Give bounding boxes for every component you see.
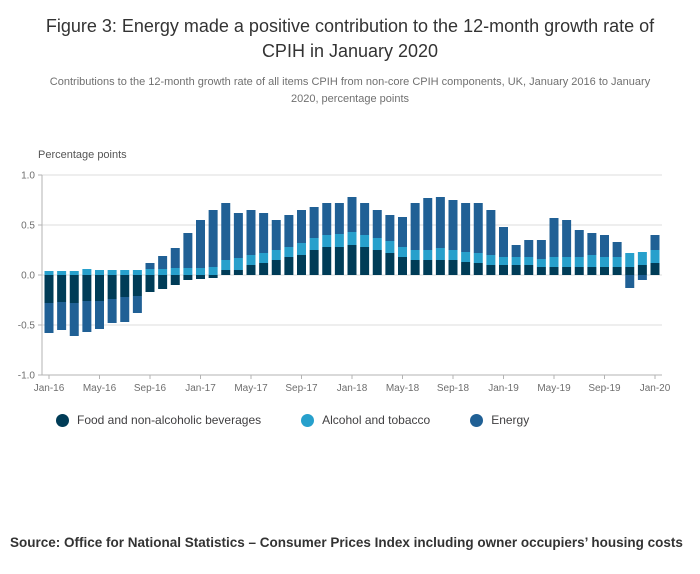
svg-text:-1.0: -1.0 [18, 371, 36, 382]
source-note: Source: Office for National Statistics –… [10, 535, 683, 551]
figure-subtitle: Contributions to the 12-month growth rat… [49, 76, 651, 105]
svg-text:Jan-19: Jan-19 [488, 383, 519, 394]
svg-text:1.0: 1.0 [21, 171, 35, 182]
legend-item-energy: Energy [470, 413, 529, 427]
legend-swatch-alcohol-icon [301, 413, 315, 427]
svg-text:May-16: May-16 [83, 383, 117, 394]
svg-text:May-17: May-17 [234, 383, 268, 394]
chart-legend: Food and non-alcoholic beverages Alcohol… [56, 413, 692, 427]
svg-text:May-19: May-19 [537, 383, 571, 394]
legend-item-food: Food and non-alcoholic beverages [56, 413, 261, 427]
legend-label-alcohol: Alcohol and tobacco [322, 413, 431, 428]
svg-text:Sep-18: Sep-18 [437, 383, 470, 394]
svg-text:Jan-16: Jan-16 [34, 383, 65, 394]
svg-text:May-18: May-18 [386, 383, 420, 394]
svg-text:Sep-19: Sep-19 [588, 383, 621, 394]
svg-text:Sep-17: Sep-17 [285, 383, 318, 394]
svg-text:Jan-17: Jan-17 [185, 383, 216, 394]
legend-label-food: Food and non-alcoholic beverages [77, 413, 262, 428]
legend-swatch-food-icon [56, 413, 69, 427]
figure-title: Figure 3: Energy made a positive contrib… [45, 16, 655, 62]
svg-text:Jan-18: Jan-18 [337, 383, 368, 394]
svg-text:0.0: 0.0 [21, 271, 35, 282]
svg-text:Jan-20: Jan-20 [640, 383, 671, 394]
legend-swatch-energy-icon [470, 413, 484, 427]
legend-label-energy: Energy [491, 413, 530, 428]
legend-item-alcohol: Alcohol and tobacco [301, 413, 430, 427]
y-axis-title: Percentage points [38, 149, 127, 162]
svg-text:0.5: 0.5 [21, 221, 35, 232]
svg-text:-0.5: -0.5 [18, 321, 36, 332]
svg-text:Sep-16: Sep-16 [134, 383, 167, 394]
